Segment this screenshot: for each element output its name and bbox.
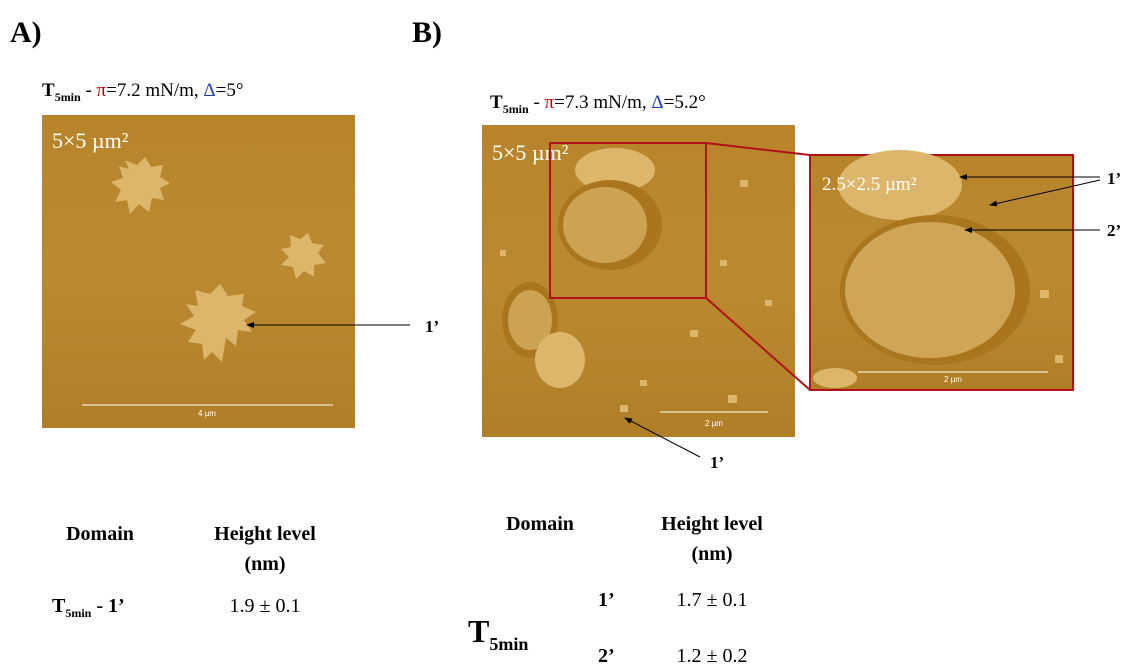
sep: - bbox=[529, 92, 545, 113]
group-label: T5min bbox=[468, 613, 528, 654]
size-label: 2.5×2.5 µm² bbox=[822, 174, 917, 195]
table-header: (nm) bbox=[691, 543, 732, 565]
annotation: 1’ bbox=[1107, 169, 1121, 188]
subscript: 5min bbox=[65, 606, 91, 620]
caption: T5min - π=7.3 mN/m, Δ=5.2° bbox=[490, 92, 706, 116]
table-header: Height level bbox=[661, 513, 763, 535]
scale-label: 2 µm bbox=[705, 419, 723, 428]
symbol: T bbox=[42, 80, 55, 101]
table-cell: 1.2 ± 0.2 bbox=[677, 645, 748, 667]
panel-label: B) bbox=[412, 16, 442, 49]
pi: π bbox=[97, 80, 107, 101]
delta: Δ bbox=[651, 92, 663, 113]
subscript: 5min bbox=[489, 634, 528, 654]
pi: π bbox=[545, 92, 555, 113]
pressure: =7.2 mN/m, bbox=[106, 80, 203, 101]
sep: - bbox=[81, 80, 97, 101]
arrow bbox=[624, 417, 701, 458]
annotation: 1’ bbox=[425, 317, 439, 336]
table-cell: T5min - 1’ bbox=[52, 595, 125, 620]
suffix: - 1’ bbox=[91, 595, 124, 617]
table-cell: 1.9 ± 0.1 bbox=[230, 595, 301, 617]
delta: Δ bbox=[203, 80, 215, 101]
table-header: (nm) bbox=[244, 553, 285, 575]
panel-label: A) bbox=[10, 16, 42, 49]
table-cell: 2’ bbox=[598, 645, 615, 667]
annotation: 2’ bbox=[1107, 221, 1121, 240]
symbol: T bbox=[468, 613, 489, 649]
table-header: Domain bbox=[506, 513, 574, 535]
angle: =5° bbox=[216, 80, 244, 101]
symbol: T bbox=[52, 595, 66, 617]
table-cell: 1’ bbox=[598, 589, 615, 611]
pressure: =7.3 mN/m, bbox=[554, 92, 651, 113]
size-label: 5×5 µm² bbox=[492, 140, 569, 165]
zoom-line bbox=[705, 142, 811, 156]
symbol: T bbox=[490, 92, 503, 113]
scale-label: 2 µm bbox=[944, 375, 962, 384]
subscript: 5min bbox=[503, 102, 529, 116]
afm-inset: 2.5×2.5 µm² 2 µm bbox=[809, 150, 1074, 391]
table-header: Domain bbox=[66, 523, 134, 545]
zoom-line bbox=[705, 297, 811, 391]
arrow bbox=[989, 179, 1101, 207]
table-header: Height level bbox=[214, 523, 316, 545]
size-label: 5×5 µm² bbox=[52, 128, 129, 153]
subscript: 5min bbox=[55, 90, 81, 104]
caption: T5min - π=7.2 mN/m, Δ=5° bbox=[42, 80, 243, 104]
annotation: 1’ bbox=[710, 453, 724, 472]
afm-image: 5×5 µm² 2 µm bbox=[482, 125, 795, 437]
scale-label: 4 µm bbox=[198, 409, 216, 418]
afm-image: 5×5 µm² 4 µm bbox=[42, 115, 355, 428]
angle: =5.2° bbox=[664, 92, 706, 113]
table-cell: 1.7 ± 0.1 bbox=[677, 589, 748, 611]
